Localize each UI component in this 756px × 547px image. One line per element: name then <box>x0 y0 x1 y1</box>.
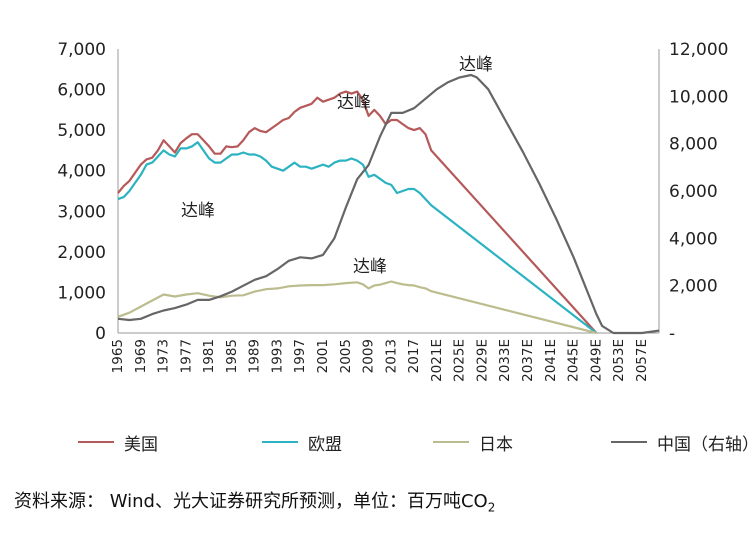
x-tick-label: 1969 <box>133 339 149 373</box>
left-tick-label: 7,000 <box>57 40 106 60</box>
left-axis-ticks: 7,000 6,000 5,000 4,000 3,000 2,000 1,000 0 <box>57 40 106 344</box>
x-tick-label: 2037E <box>520 339 536 382</box>
peak-annotation: 达峰 <box>181 201 215 221</box>
legend-label: 中国（右轴） <box>657 434 756 455</box>
x-tick-label: 1985 <box>224 339 240 373</box>
right-tick-label: 8,000 <box>669 135 718 155</box>
right-tick-label: 6,000 <box>669 182 718 202</box>
legend-item-japan: 日本 <box>433 428 513 456</box>
legend-label: 欧盟 <box>308 434 342 455</box>
legend-item-china: 中国（右轴） <box>611 428 756 456</box>
legend-label: 日本 <box>479 434 513 455</box>
left-tick-label: 1,000 <box>57 283 106 303</box>
left-tick-label: 4,000 <box>57 162 106 182</box>
x-tick-label: 2009 <box>361 339 377 373</box>
left-tick-label: 3,000 <box>57 202 106 222</box>
x-tick-label: 2021E <box>429 339 445 382</box>
x-tick-label: 1973 <box>156 339 172 373</box>
legend-swatch <box>78 441 114 443</box>
x-axis-ticks: 1965 1969 1973 1977 1981 1985 1989 1993 1997 2001… <box>110 339 650 382</box>
x-tick-label: 2053E <box>611 339 627 382</box>
left-tick-label: 5,000 <box>57 121 106 141</box>
legend-swatch <box>611 441 647 443</box>
series-line-eu <box>117 141 598 334</box>
x-tick-label: 1981 <box>201 339 217 373</box>
x-tick-label: 1965 <box>110 339 126 373</box>
source-text: 资料来源： Wind、光大证券研究所预测，单位：百万吨CO <box>14 491 488 512</box>
right-tick-label: 10,000 <box>669 87 728 107</box>
right-tick-label: - <box>669 324 675 344</box>
legend-label: 美国 <box>124 434 158 455</box>
x-tick-label: 2005 <box>338 339 354 373</box>
x-tick-label: 2057E <box>634 339 650 382</box>
right-axis-ticks: 12,000 10,000 8,000 6,000 4,000 2,000 - <box>669 40 728 344</box>
x-tick-label: 2001 <box>315 339 331 373</box>
axes <box>117 49 660 334</box>
x-tick-label: 1977 <box>178 339 194 373</box>
peak-annotation: 达峰 <box>459 55 493 75</box>
right-tick-label: 12,000 <box>669 40 728 60</box>
series-line-us <box>117 90 598 334</box>
x-tick-label: 2033E <box>497 339 513 382</box>
right-tick-label: 2,000 <box>669 277 718 297</box>
left-tick-label: 2,000 <box>57 243 106 263</box>
left-tick-label: 6,000 <box>57 81 106 101</box>
x-tick-label: 2017 <box>406 339 422 373</box>
x-tick-label: 1997 <box>292 339 308 373</box>
x-tick-label: 2025E <box>452 339 468 382</box>
legend-swatch <box>262 441 298 443</box>
x-tick-label: 2013 <box>383 339 399 373</box>
legend: 美国 欧盟 日本 中国（右轴） <box>78 428 756 456</box>
x-tick-label: 1993 <box>269 339 285 373</box>
source-note: 资料来源： Wind、光大证券研究所预测，单位：百万吨CO2 <box>14 487 495 515</box>
peak-annotation: 达峰 <box>353 257 387 277</box>
chart: 7,000 6,000 5,000 4,000 3,000 2,000 1,000 0 12,… <box>57 40 728 382</box>
x-tick-label: 2049E <box>588 339 604 382</box>
series-line-japan <box>117 280 597 335</box>
legend-item-us: 美国 <box>78 428 158 456</box>
series-lines <box>117 73 660 335</box>
legend-swatch <box>433 441 469 443</box>
source-subscript: 2 <box>487 500 496 515</box>
legend-item-eu: 欧盟 <box>262 428 342 456</box>
peak-annotation: 达峰 <box>337 93 371 113</box>
left-tick-label: 0 <box>95 324 106 344</box>
series-line-china <box>117 73 660 335</box>
x-tick-label: 2029E <box>474 339 490 382</box>
x-tick-label: 1989 <box>247 339 263 373</box>
x-tick-label: 2041E <box>543 339 559 382</box>
right-tick-label: 4,000 <box>669 229 718 249</box>
x-tick-label: 2045E <box>566 339 582 382</box>
